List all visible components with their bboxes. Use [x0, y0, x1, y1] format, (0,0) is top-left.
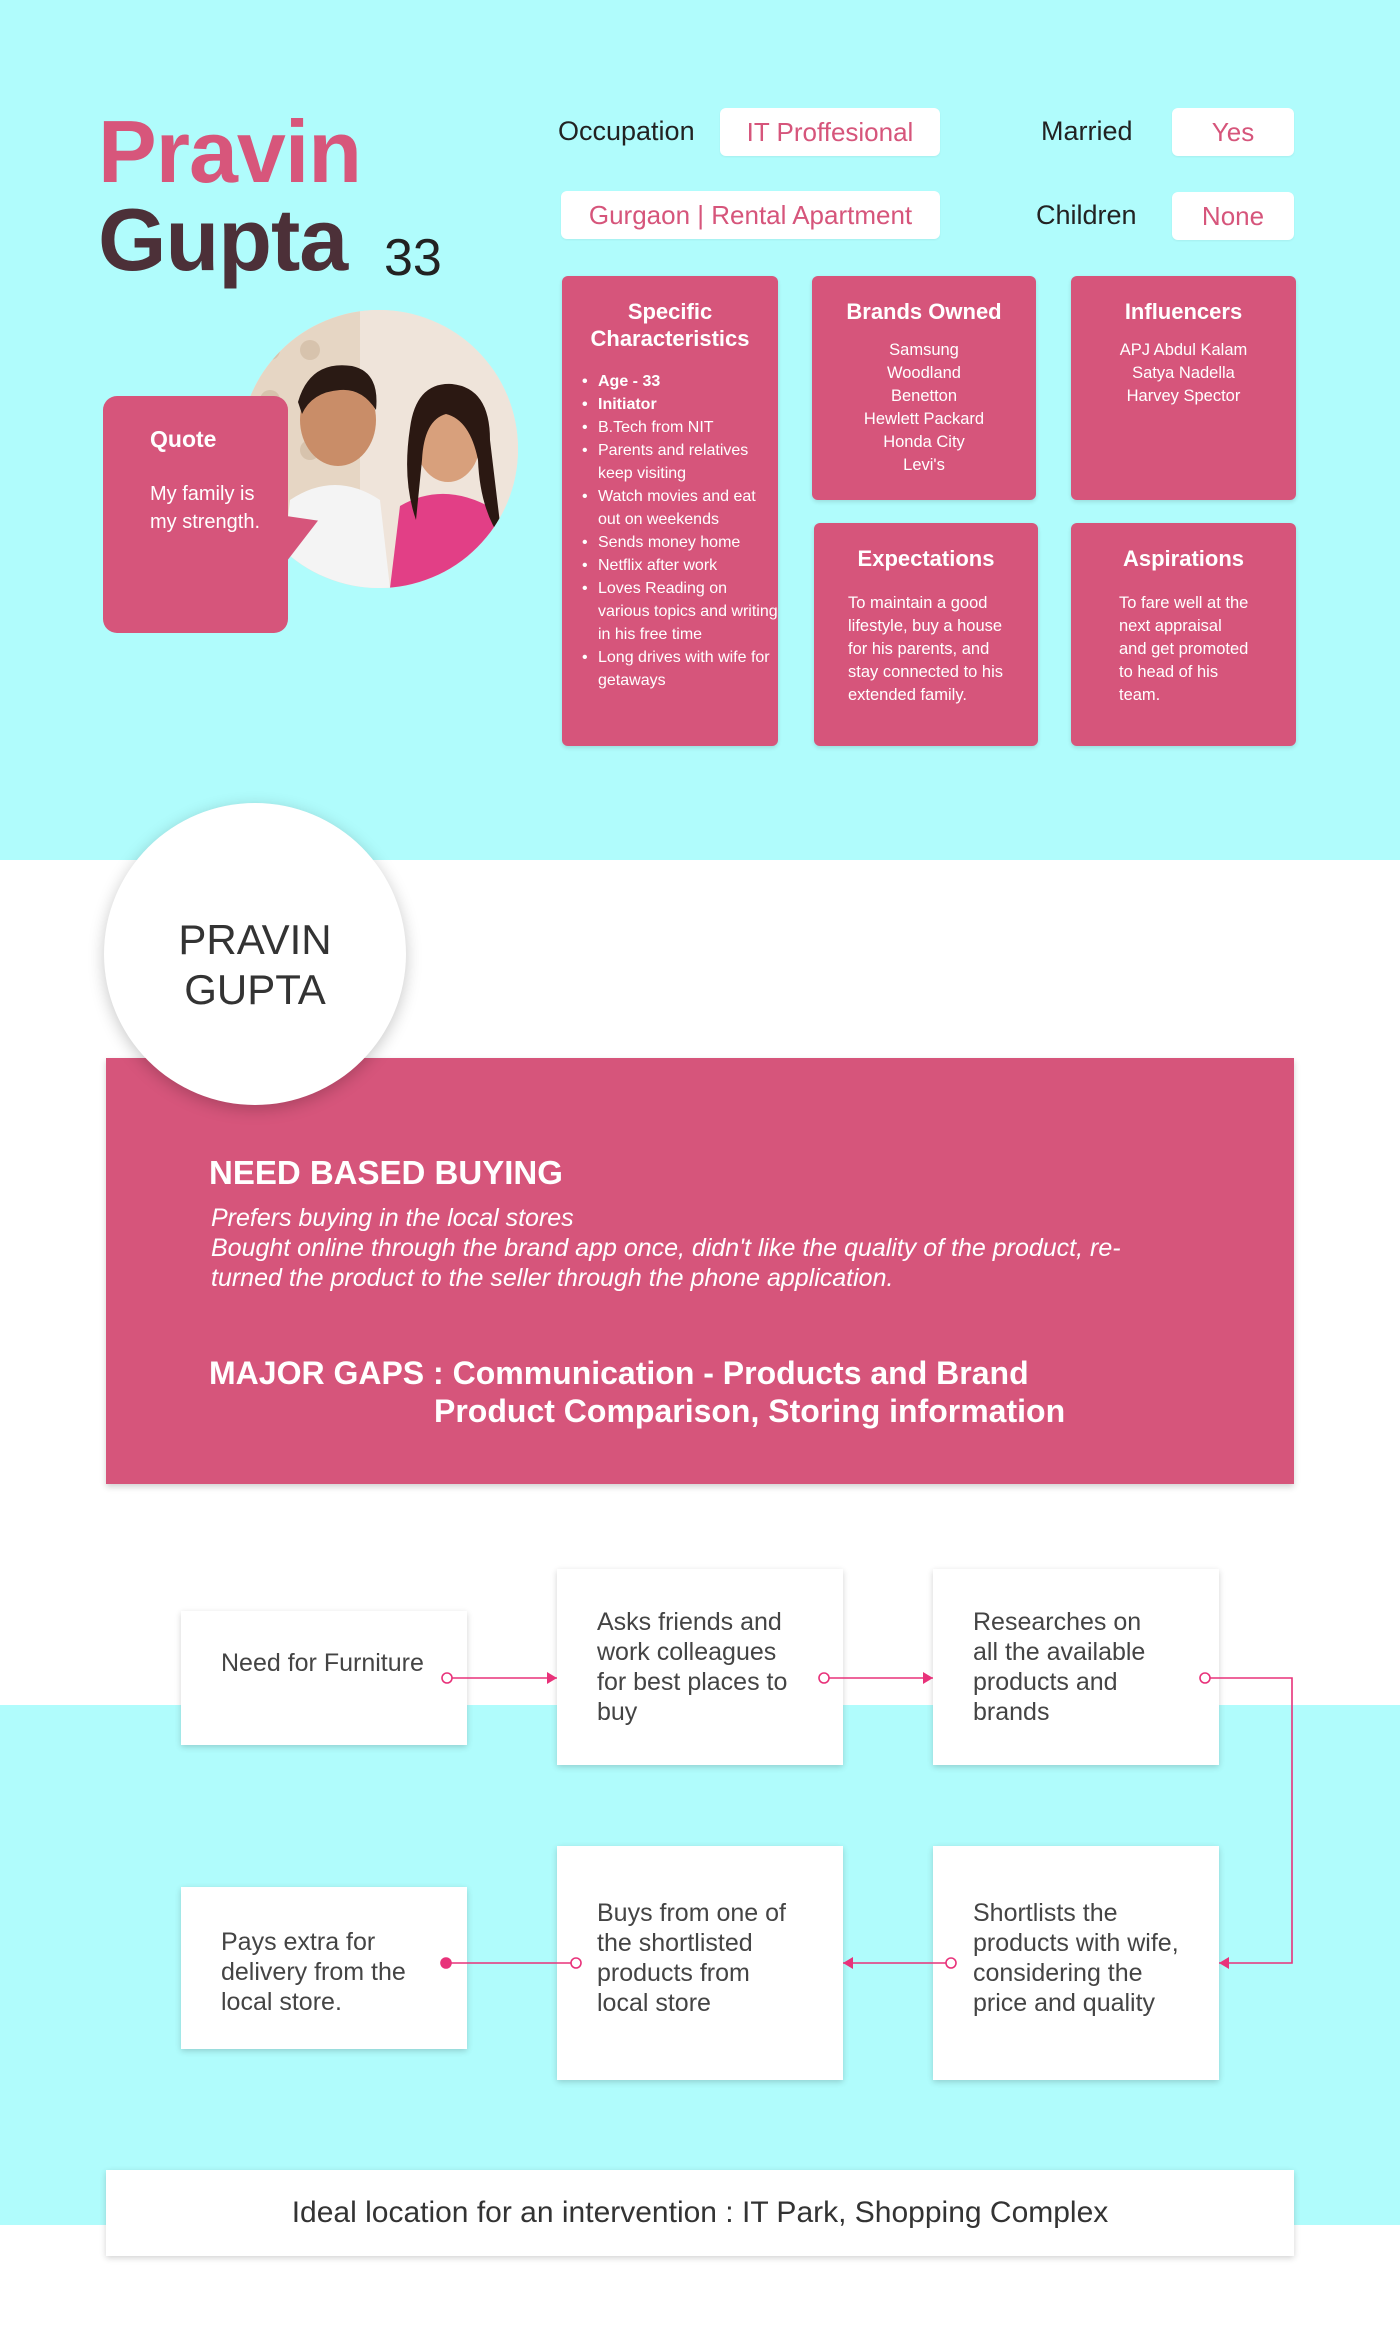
- journey-step-3-text: Researches on all the available products…: [973, 1608, 1146, 1726]
- brand-item: Woodland: [886, 364, 961, 382]
- characteristic-item: Parents and relatives keep visiting: [582, 439, 778, 485]
- influencer-item: Satya Nadella: [1132, 364, 1235, 382]
- brand-item: Honda City: [883, 433, 965, 451]
- quote-bubble: Quote My family is my strength.: [103, 396, 288, 633]
- brand-item: Benetton: [890, 387, 958, 405]
- aspirations-text: To fare well at the next appraisal and g…: [1119, 594, 1249, 704]
- name-circle-line2: GUPTA: [184, 966, 326, 1013]
- need-based-buying-panel: NEED BASED BUYING Prefers buying in the …: [106, 1058, 1294, 1484]
- major-gaps-line-1: MAJOR GAPS : Communication - Products an…: [209, 1355, 1029, 1391]
- influencers-list: APJ Abdul Kalam Satya Nadella Harvey Spe…: [1071, 339, 1296, 408]
- aspirations-card: Aspirations To fare well at the next app…: [1071, 523, 1296, 746]
- children-label: Children: [1036, 200, 1137, 230]
- intervention-location-bar: Ideal location for an intervention : IT …: [106, 2170, 1294, 2256]
- characteristic-item: Loves Reading on various topics and writ…: [582, 577, 778, 646]
- persona-first-name: Pravin: [98, 102, 362, 201]
- brand-item: Hewlett Packard: [863, 410, 985, 428]
- aspirations-title: Aspirations: [1122, 546, 1245, 571]
- persona-last-name: Gupta: [98, 190, 348, 289]
- journey-step-1-text: Need for Furniture: [221, 1649, 424, 1677]
- expectations-title: Expectations: [857, 546, 995, 571]
- characteristic-item: Sends money home: [582, 531, 778, 554]
- location-value: Gurgaon | Rental Apartment: [561, 191, 940, 239]
- journey-step-4: Shortlists the products with wife, consi…: [933, 1846, 1219, 2080]
- children-value: None: [1172, 192, 1294, 240]
- brands-card: Brands Owned Samsung Woodland Benetton H…: [812, 276, 1036, 500]
- characteristic-item: Netflix after work: [582, 554, 778, 577]
- journey-step-5: Buys from one of the shortlisted product…: [557, 1846, 843, 2080]
- brand-item: Samsung: [889, 341, 959, 359]
- characteristic-item: Long drives with wife for getaways: [582, 646, 778, 692]
- quote-text: My family is my strength.: [150, 483, 261, 533]
- need-line-2: Bought online through the brand app once…: [211, 1234, 1121, 1292]
- characteristics-card: Specific Characteristics Age - 33 Initia…: [562, 276, 778, 746]
- brand-item: Levi's: [903, 456, 945, 474]
- expectations-text: To maintain a good lifestyle, buy a hous…: [848, 594, 1004, 704]
- married-value: Yes: [1172, 108, 1294, 156]
- journey-step-3: Researches on all the available products…: [933, 1569, 1219, 1765]
- occupation-label: Occupation: [558, 116, 695, 146]
- journey-step-2-text: Asks friends and work colleagues for bes…: [597, 1608, 788, 1726]
- journey-step-5-text: Buys from one of the shortlisted product…: [597, 1899, 786, 2017]
- characteristic-item: B.Tech from NIT: [582, 416, 778, 439]
- name-circle-line1: PRAVIN: [178, 916, 332, 963]
- journey-step-6: Pays extra for delivery from the local s…: [181, 1887, 467, 2049]
- persona-age: 33: [384, 229, 442, 287]
- influencers-title: Influencers: [1124, 299, 1243, 324]
- journey-step-1: Need for Furniture: [181, 1611, 467, 1745]
- married-label: Married: [1041, 116, 1133, 146]
- occupation-value: IT Proffesional: [720, 108, 940, 156]
- arrow-1-2-head: [547, 1672, 557, 1684]
- brands-title: Brands Owned: [846, 299, 1002, 324]
- need-description: Prefers buying in the local stores Bough…: [211, 1203, 1171, 1293]
- quote-title: Quote: [150, 426, 217, 452]
- characteristics-title: Specific Characteristics: [590, 299, 750, 351]
- influencer-item: Harvey Spector: [1126, 387, 1241, 405]
- name-circle-text: PRAVIN GUPTA: [104, 915, 406, 1015]
- expectations-card: Expectations To maintain a good lifestyl…: [814, 523, 1038, 746]
- influencer-item: APJ Abdul Kalam: [1119, 341, 1248, 359]
- need-line-1: Prefers buying in the local stores: [211, 1204, 574, 1232]
- arrow-2-3-head: [923, 1672, 933, 1684]
- influencers-card: Influencers APJ Abdul Kalam Satya Nadell…: [1071, 276, 1296, 500]
- journey-step-4-text: Shortlists the products with wife, consi…: [973, 1899, 1179, 2017]
- characteristics-list: Age - 33 Initiator B.Tech from NIT Paren…: [562, 370, 778, 692]
- persona-name-circle: PRAVIN GUPTA: [104, 803, 406, 1105]
- brands-list: Samsung Woodland Benetton Hewlett Packar…: [812, 339, 1036, 477]
- need-title: NEED BASED BUYING: [209, 1154, 563, 1191]
- characteristic-item: Initiator: [582, 393, 778, 416]
- journey-step-6-text: Pays extra for delivery from the local s…: [221, 1928, 406, 2016]
- major-gaps-line-2: Product Comparison, Storing information: [434, 1393, 1066, 1429]
- characteristic-item: Age - 33: [582, 370, 778, 393]
- characteristic-item: Watch movies and eat out on weekends: [582, 485, 778, 531]
- journey-step-2: Asks friends and work colleagues for bes…: [557, 1569, 843, 1765]
